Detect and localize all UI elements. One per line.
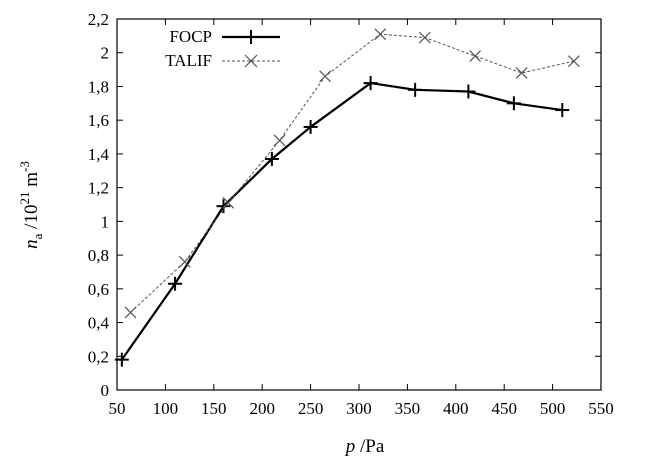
x-axis-label: p /Pa xyxy=(344,436,385,457)
y-tick-label: 0,4 xyxy=(88,314,110,333)
plot-frame xyxy=(116,18,602,391)
data-point-focp xyxy=(555,103,570,118)
legend-label-focp: FOCP xyxy=(169,27,212,46)
data-point-talif xyxy=(222,196,235,209)
x-tick-label: 300 xyxy=(346,399,372,418)
x-tick-label: 500 xyxy=(540,399,566,418)
x-tick-label: 400 xyxy=(443,399,469,418)
x-tick-label: 550 xyxy=(588,399,614,418)
x-tick-label: 50 xyxy=(109,399,126,418)
y-tick-label: 1 xyxy=(101,212,110,231)
y-axis-label: na /1021 m-3 xyxy=(17,161,45,249)
legend-marker-talif xyxy=(244,54,258,68)
y-tick-label: 0,2 xyxy=(88,347,109,366)
series-layer xyxy=(114,28,580,367)
data-point-talif xyxy=(515,67,528,79)
series-line-focp xyxy=(120,81,563,361)
data-point-focp xyxy=(264,151,279,166)
y-tick-label: 2,2 xyxy=(88,10,109,29)
data-point-talif xyxy=(124,306,137,319)
axis-ticks xyxy=(116,18,602,391)
data-point-talif xyxy=(418,31,431,44)
x-tick-label: 200 xyxy=(249,399,275,418)
x-tick-label: 150 xyxy=(201,399,227,418)
y-tick-label: 1,4 xyxy=(88,145,110,164)
y-tick-label: 0,8 xyxy=(88,246,109,265)
x-tick-label: 450 xyxy=(491,399,517,418)
data-point-focp xyxy=(168,276,183,291)
data-point-talif xyxy=(567,55,580,68)
x-tick-label: 250 xyxy=(298,399,324,418)
series-talif xyxy=(124,28,580,319)
data-point-focp xyxy=(506,96,521,111)
y-tick-labels: 0 0,2 0,4 0,6 0,8 1 1,2 1,4 1,6 1,8 2 2,2 xyxy=(88,10,110,400)
data-point-talif xyxy=(273,134,286,147)
data-point-focp xyxy=(303,119,318,134)
data-point-focp xyxy=(363,76,378,91)
x-tick-label: 100 xyxy=(153,399,179,418)
data-point-focp xyxy=(216,199,231,214)
data-point-talif xyxy=(374,28,387,41)
series-line-talif xyxy=(130,33,575,313)
data-point-talif xyxy=(178,255,191,268)
series-focp xyxy=(114,76,570,367)
y-tick-label: 0 xyxy=(101,381,110,400)
y-tick-label: 0,6 xyxy=(88,280,109,299)
data-point-talif xyxy=(319,70,332,83)
y-tick-label: 2 xyxy=(101,44,110,63)
data-point-talif xyxy=(469,50,482,63)
x-tick-labels: 50 100 150 200 250 300 350 400 450 500 550 xyxy=(109,399,614,418)
data-point-focp xyxy=(408,82,423,97)
legend: FOCP TALIF xyxy=(165,27,280,70)
y-tick-label: 1,8 xyxy=(88,77,109,96)
y-tick-label: 1,2 xyxy=(88,179,109,198)
x-tick-label: 350 xyxy=(395,399,421,418)
data-point-focp xyxy=(114,352,129,367)
data-point-focp xyxy=(461,84,476,99)
y-tick-label: 1,6 xyxy=(88,111,109,130)
legend-label-talif: TALIF xyxy=(165,51,212,70)
